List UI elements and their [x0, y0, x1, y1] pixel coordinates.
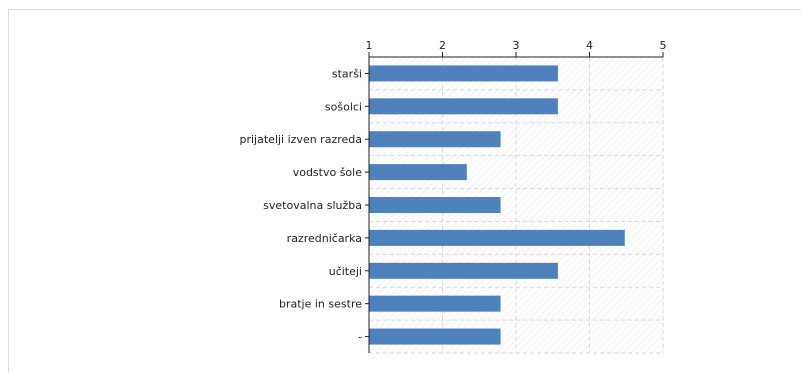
bar — [369, 131, 501, 148]
bar — [369, 197, 501, 213]
bars — [369, 65, 625, 345]
bar — [369, 262, 558, 279]
chart-frame — [8, 9, 801, 373]
bar — [369, 98, 558, 115]
category-label: svetovalna služba — [263, 199, 362, 212]
category-label: bratje in sestre — [279, 298, 362, 311]
x-tick-label: 1 — [366, 39, 373, 52]
x-tick-label: 5 — [660, 39, 667, 52]
category-label: učiteji — [329, 265, 362, 278]
category-label: razredničarka — [287, 232, 362, 245]
x-tick-label: 4 — [586, 39, 593, 52]
bar — [369, 295, 501, 312]
x-tick-label: 3 — [513, 39, 520, 52]
x-ticks: 1 2 3 4 5 — [366, 39, 667, 57]
category-label: starši — [332, 67, 362, 80]
x-tick-label: 2 — [439, 39, 446, 52]
bar — [369, 65, 558, 82]
category-label: vodstvo šole — [293, 166, 363, 179]
category-label: sošolci — [325, 100, 362, 113]
bar — [369, 328, 501, 345]
category-label: prijatelji izven razreda — [240, 133, 363, 146]
bar — [369, 229, 625, 246]
gridlines — [369, 56, 664, 354]
bar — [369, 164, 467, 181]
category-label: - — [358, 331, 362, 344]
category-labels: starši sošolci prijatelji izven razreda vod… — [240, 67, 369, 344]
